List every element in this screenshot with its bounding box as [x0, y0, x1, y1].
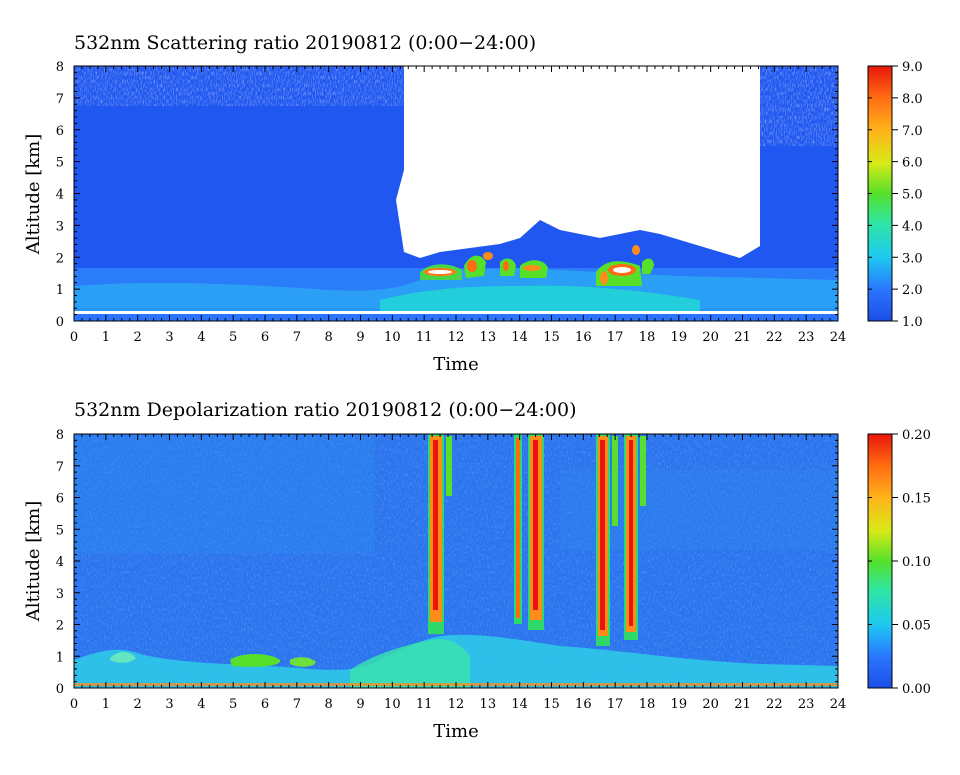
chart-2-colorbar-tick-label: 0.10	[902, 555, 931, 570]
chart-1-title: 532nm Scattering ratio 20190812 (0:00−24…	[74, 32, 536, 54]
chart-2-x-tick-label: 22	[766, 697, 783, 712]
chart-1-x-tick-label: 9	[356, 330, 364, 345]
chart-2-y-tick-label: 4	[56, 555, 64, 570]
chart-2-y-tick-label: 0	[56, 682, 64, 697]
chart-2-x-tick-label: 3	[165, 697, 173, 712]
chart-2-x-tick-label: 0	[70, 697, 78, 712]
chart-2-colorbar-tick-label: 0.05	[902, 619, 931, 634]
chart-1-y-tick-label: 4	[56, 188, 64, 203]
chart-1-x-tick-label: 12	[448, 330, 465, 345]
chart-2-colorbar-tick-label: 0.00	[902, 682, 931, 697]
chart-1-x-tick-label: 4	[197, 330, 205, 345]
chart-1-y-tick-label: 7	[56, 92, 64, 107]
chart-2-y-tick-label: 8	[56, 428, 64, 443]
chart-2-x-tick-label: 21	[734, 697, 751, 712]
chart-1-x-tick-label: 22	[766, 330, 783, 345]
chart-2-x-tick-label: 11	[416, 697, 433, 712]
chart-1-x-tick-label: 0	[70, 330, 78, 345]
chart-2-x-tick-label: 18	[639, 697, 656, 712]
chart-1-colorbar-tick-label: 7.0	[902, 124, 923, 139]
chart-2-y-tick-label: 5	[56, 523, 64, 538]
chart-1-y-tick-label: 1	[56, 283, 64, 298]
chart-1-x-tick-label: 17	[607, 330, 624, 345]
chart-1-x-tick-label: 13	[480, 330, 497, 345]
chart-1-colorbar-tick-label: 4.0	[902, 219, 923, 234]
chart-2-x-tick-label: 9	[356, 697, 364, 712]
chart-1-x-tick-label: 19	[671, 330, 688, 345]
chart-1-x-tick-label: 5	[229, 330, 237, 345]
chart-1-x-tick-label: 6	[261, 330, 269, 345]
chart-2-y-tick-label: 1	[56, 650, 64, 665]
chart-1-colorbar-tick-label: 6.0	[902, 156, 923, 171]
chart-1-x-tick-label: 2	[134, 330, 142, 345]
chart-2-x-tick-label: 4	[197, 697, 205, 712]
chart-2-x-tick-label: 17	[607, 697, 624, 712]
chart-1-x-tick-label: 24	[830, 330, 847, 345]
chart-2-y-axis-label: Altitude [km]	[23, 501, 44, 623]
chart-2-x-tick-label: 20	[702, 697, 719, 712]
chart-1-colorbar-tick-label: 8.0	[902, 92, 923, 107]
chart-2-heatmap	[74, 434, 838, 688]
chart-2-x-tick-label: 19	[671, 697, 688, 712]
chart-1-y-tick-label: 2	[56, 251, 64, 266]
chart-2-y-tick-label: 6	[56, 492, 64, 507]
chart-2-x-tick-label: 12	[448, 697, 465, 712]
chart-2-y-tick-label: 3	[56, 587, 64, 602]
chart-1-x-tick-label: 11	[416, 330, 433, 345]
chart-2-title: 532nm Depolarization ratio 20190812 (0:0…	[74, 399, 576, 421]
chart-1-y-axis-label: Altitude [km]	[23, 134, 44, 256]
chart-2-colorbar-tick-label: 0.15	[902, 492, 931, 507]
chart-1-x-tick-label: 10	[384, 330, 401, 345]
chart-1-x-tick-label: 18	[639, 330, 656, 345]
chart-2-y-tick-label: 2	[56, 619, 64, 634]
chart-1-x-tick-label: 20	[702, 330, 719, 345]
chart-1-x-tick-label: 21	[734, 330, 751, 345]
chart-1-x-tick-label: 14	[511, 330, 528, 345]
chart-1-colorbar-ticks: 1.0 2.0 3.0 4.0 5.0 6.0 7.0 8.0 9.0	[868, 60, 923, 330]
chart-1-x-axis-label: Time	[433, 354, 478, 375]
chart-2-y-tick-label: 7	[56, 460, 64, 475]
chart-2-x-tick-label: 24	[830, 697, 847, 712]
chart-2-x-axis-label: Time	[433, 721, 478, 742]
chart-1-x-tick-label: 23	[798, 330, 815, 345]
chart-1-x-tick-label: 3	[165, 330, 173, 345]
chart-1-colorbar-tick-label: 2.0	[902, 283, 923, 298]
chart-1-colorbar-tick-label: 3.0	[902, 251, 923, 266]
chart-1-heatmap	[74, 66, 838, 321]
chart-2-x-tick-label: 2	[134, 697, 142, 712]
chart-1-x-tick-label: 8	[325, 330, 333, 345]
chart-2-x-tick-label: 14	[511, 697, 528, 712]
chart-1-x-tick-label: 7	[293, 330, 301, 345]
chart-2-x-tick-label: 6	[261, 697, 269, 712]
chart-2-axes: 0 1 2 3 4 5 6 7 8 9 10 11 12 13 14 15 16 17 18 19 20 21 22 23 24…	[56, 428, 847, 712]
chart-2-x-tick-label: 15	[543, 697, 560, 712]
chart-2-x-tick-label: 13	[480, 697, 497, 712]
chart-2-x-tick-label: 7	[293, 697, 301, 712]
chart-2-x-tick-label: 16	[575, 697, 592, 712]
chart-1-y-tick-label: 8	[56, 60, 64, 75]
chart-1-colorbar-tick-label: 9.0	[902, 60, 923, 75]
chart-2-colorbar-tick-label: 0.20	[902, 428, 931, 443]
chart-1-y-tick-label: 6	[56, 124, 64, 139]
chart-1-colorbar-tick-label: 1.0	[902, 315, 923, 330]
chart-1-y-tick-label: 0	[56, 315, 64, 330]
chart-2-colorbar-ticks: 0.00 0.05 0.10 0.15 0.20	[868, 428, 931, 697]
chart-1-y-tick-label: 3	[56, 219, 64, 234]
chart-1-axes: 0 1 2 3 4 5 6 7 8 9 10 11 12 13 14 15 16 17 18 19 20 21 22 23 24…	[56, 60, 847, 345]
chart-1-y-tick-label: 5	[56, 156, 64, 171]
chart-2-x-tick-label: 10	[384, 697, 401, 712]
chart-1-x-tick-label: 16	[575, 330, 592, 345]
chart-1-x-tick-label: 15	[543, 330, 560, 345]
chart-2-x-tick-label: 8	[325, 697, 333, 712]
chart-2-x-tick-label: 5	[229, 697, 237, 712]
chart-2-x-tick-label: 1	[102, 697, 110, 712]
chart-1-colorbar-tick-label: 5.0	[902, 188, 923, 203]
chart-2-x-tick-label: 23	[798, 697, 815, 712]
chart-1-x-tick-label: 1	[102, 330, 110, 345]
